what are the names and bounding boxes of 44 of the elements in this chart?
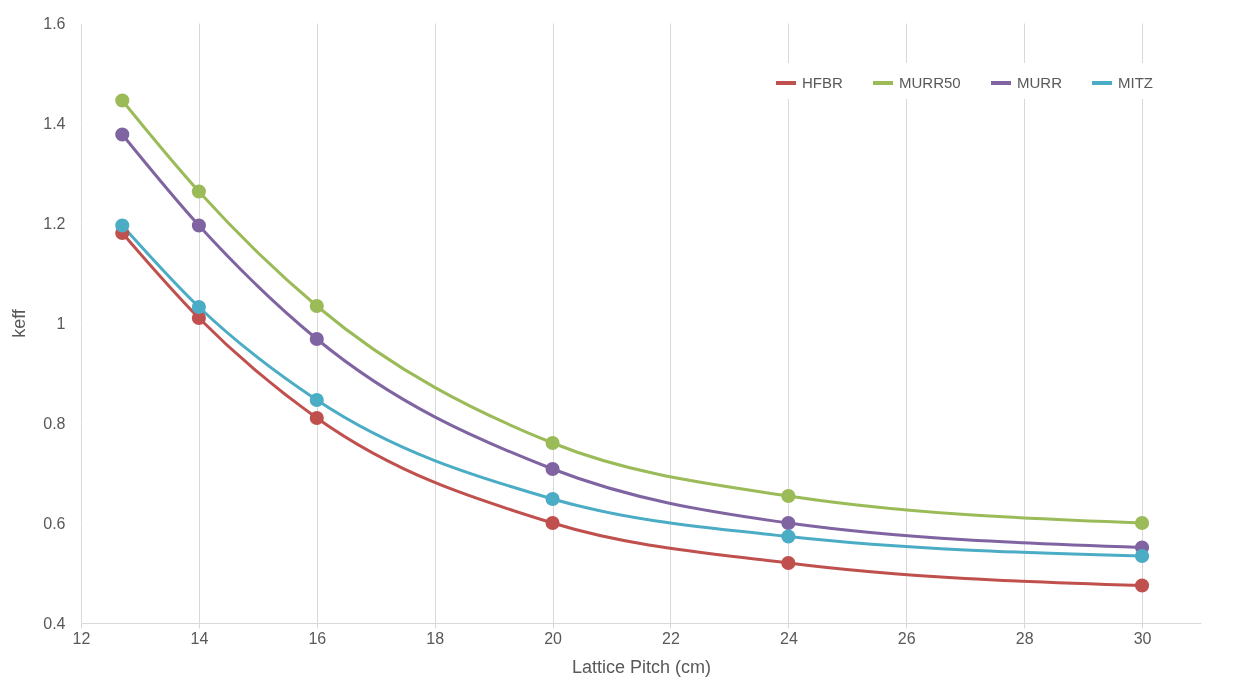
point [545,461,560,477]
point [309,331,324,347]
point [545,515,560,531]
x-tick-label: 24 [779,629,798,647]
x-tick-label: 22 [662,629,680,647]
point [545,491,560,507]
y-tick-label: 1.6 [43,14,66,32]
point [191,218,206,233]
legend-label: HFBR [802,74,843,91]
point [115,93,130,108]
point [781,529,796,544]
legend-label: MITZ [1118,74,1153,91]
y-axis-title: keff [9,308,30,338]
x-tick-label: 20 [544,629,563,647]
point [1134,578,1150,593]
y-tick-label: 1.2 [43,214,66,232]
x-tick-label: 26 [897,629,916,647]
point [309,410,324,426]
point [191,299,206,315]
y-tick-label: 1.4 [43,114,66,132]
x-tick-label: 28 [1015,629,1034,647]
point [309,298,324,314]
point [309,392,324,408]
y-tick-label: 0.4 [43,614,66,632]
y-tick-label: 0.8 [43,414,66,432]
point [781,488,796,504]
y-tick-label: 0.6 [43,514,66,532]
point [115,218,130,233]
legend-label: MURR50 [899,74,961,91]
x-tick-label: 16 [308,629,327,647]
point [191,184,206,199]
point [781,555,796,571]
point [545,435,560,451]
y-tick-label: 1 [56,314,66,332]
point [1134,548,1150,564]
x-tick-label: 14 [190,629,209,647]
point [781,515,796,531]
x-tick-label: 30 [1133,629,1152,647]
point [115,127,130,142]
x-tick-label: 18 [426,629,445,647]
point [1134,515,1150,531]
x-axis-title: Lattice Pitch (cm) [571,656,712,677]
legend-label: MURR [1017,74,1063,91]
x-tick-label: 12 [72,629,91,647]
